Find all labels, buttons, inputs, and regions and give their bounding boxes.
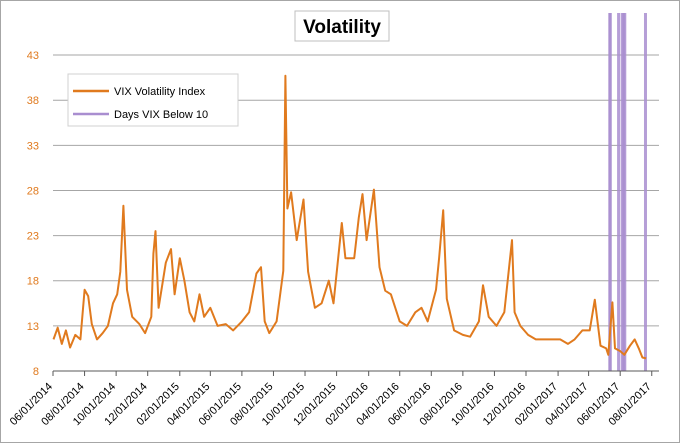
below-10-band bbox=[617, 13, 621, 371]
y-tick-label-38: 38 bbox=[27, 95, 39, 107]
y-tick-label-43: 43 bbox=[27, 50, 39, 62]
below-10-band bbox=[620, 13, 624, 371]
y-tick-label-23: 23 bbox=[27, 231, 39, 243]
below-10-bands bbox=[608, 13, 647, 371]
y-tick-labels: 8 13 18 23 28 33 38 43 bbox=[27, 50, 39, 378]
below-10-band bbox=[608, 13, 612, 371]
legend-label-vix: VIX Volatility Index bbox=[114, 86, 206, 98]
legend-box bbox=[67, 73, 239, 127]
y-tick-label-8: 8 bbox=[33, 366, 39, 378]
axes bbox=[52, 370, 659, 376]
legend: VIX Volatility Index Days VIX Below 10 bbox=[67, 73, 239, 127]
vix-series-line bbox=[52, 74, 647, 360]
title-box bbox=[294, 10, 390, 42]
y-tick-label-13: 13 bbox=[27, 321, 39, 333]
below-10-band bbox=[643, 13, 647, 371]
x-tick-labels: 06/01/201408/01/201410/01/201412/01/2014… bbox=[8, 381, 654, 428]
y-tick-label-18: 18 bbox=[27, 276, 39, 288]
below-10-band bbox=[623, 13, 627, 371]
chart-title: Volatility bbox=[294, 10, 390, 42]
y-tick-label-33: 33 bbox=[27, 140, 39, 152]
legend-label-below10: Days VIX Below 10 bbox=[114, 109, 208, 121]
title-text: Volatility bbox=[303, 17, 381, 38]
y-tick-label-28: 28 bbox=[27, 185, 39, 197]
